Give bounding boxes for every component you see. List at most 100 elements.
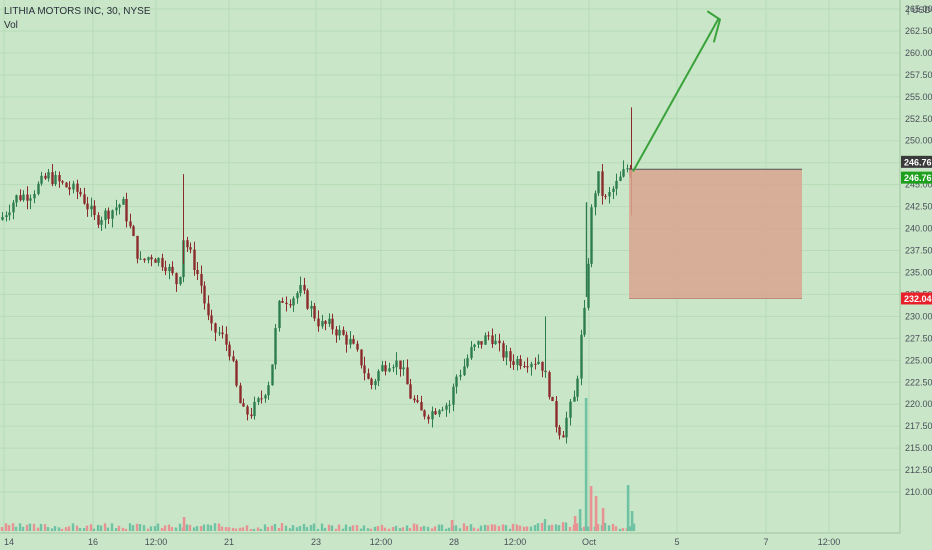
volume-bar — [511, 523, 515, 531]
candle-body — [122, 199, 125, 205]
volume-bar — [607, 525, 611, 531]
volume-bar — [298, 525, 302, 531]
volume-bar — [309, 525, 313, 531]
volume-bar — [554, 524, 558, 531]
candle-body — [466, 358, 469, 367]
volume-bar — [330, 525, 334, 531]
y-tick-label: 252.50 — [905, 114, 932, 124]
candle-body — [93, 205, 96, 216]
volume-bar — [28, 523, 32, 531]
volume-bar — [284, 525, 288, 531]
volume-bar — [369, 528, 373, 531]
candle-body — [239, 385, 242, 404]
volume-bar — [160, 528, 164, 531]
candle-body — [480, 341, 483, 345]
volume-bar — [493, 524, 497, 531]
volume-bar — [117, 525, 121, 531]
volume-bar — [380, 524, 384, 531]
candle-body — [374, 380, 377, 386]
candle-body — [171, 266, 174, 274]
candle-body — [413, 398, 416, 401]
candle-body — [8, 212, 11, 216]
volume-bar — [131, 525, 135, 531]
candle-body — [594, 193, 597, 208]
volume-bar — [490, 524, 494, 531]
candle-body — [523, 366, 526, 368]
candle-body — [516, 359, 519, 365]
candle-body — [228, 344, 231, 357]
candle-body — [257, 398, 260, 402]
x-tick-label: 12:00 — [504, 537, 527, 547]
candle-body — [51, 172, 54, 185]
candle-body — [356, 343, 359, 350]
candle-body — [161, 257, 164, 268]
x-tick-label: 21 — [224, 537, 234, 547]
volume-bar — [408, 528, 412, 531]
candle-body — [90, 205, 93, 210]
volume-bar — [575, 523, 579, 531]
volume-bar-spike — [594, 496, 598, 531]
x-tick-label: 12:00 — [818, 537, 841, 547]
volume-bar — [327, 524, 331, 531]
candle-body — [587, 263, 590, 308]
volume-bar — [611, 523, 615, 531]
candle-body — [494, 340, 497, 345]
candle-body — [61, 181, 64, 183]
volume-bar — [99, 525, 103, 531]
candle-body — [463, 366, 466, 376]
y-tick-label: 227.50 — [905, 333, 932, 343]
candle-body — [448, 404, 451, 406]
volume-bar — [351, 525, 355, 531]
volume-bar — [46, 527, 50, 531]
volume-bar — [7, 525, 11, 531]
last-price-tag — [901, 155, 932, 168]
candle-body — [384, 365, 387, 372]
candle-body — [76, 183, 79, 192]
candle-body — [175, 273, 178, 285]
candle-body — [289, 304, 292, 306]
volume-bar — [447, 527, 451, 531]
volume-bar — [337, 524, 341, 531]
volume-bar — [217, 523, 221, 531]
volume-bar — [174, 527, 178, 531]
volume-bar — [277, 527, 281, 531]
stop-price-tag — [901, 292, 932, 305]
candle-body — [573, 396, 576, 402]
volume-bar — [256, 527, 260, 531]
candle-body — [590, 207, 593, 264]
candle-body — [157, 257, 160, 263]
volume-bar — [359, 528, 363, 531]
volume-bar — [366, 528, 370, 531]
candle-body — [597, 171, 600, 194]
volume-bar — [419, 526, 423, 531]
volume-bar — [124, 528, 128, 531]
volume-label: Vol — [4, 20, 18, 31]
volume-bar — [75, 525, 79, 531]
volume-bar — [614, 526, 618, 531]
candle-body — [580, 334, 583, 379]
candle-body — [409, 384, 412, 399]
candle-body — [338, 329, 341, 336]
candle-body — [416, 400, 419, 403]
candle-body — [19, 195, 22, 201]
y-tick-label: 265.00 — [905, 4, 932, 14]
candle-body — [274, 328, 277, 365]
candle-body — [381, 365, 384, 372]
x-tick-label: 28 — [449, 537, 459, 547]
volume-bar — [618, 528, 622, 531]
risk-zone-box — [629, 169, 802, 299]
volume-bar-spike — [450, 520, 454, 531]
candle-body — [427, 416, 430, 420]
candle-body — [147, 257, 150, 261]
volume-bar — [586, 526, 590, 531]
current-price-tag — [901, 171, 932, 184]
volume-bar — [110, 523, 114, 531]
candle-body — [360, 349, 363, 366]
candle-body — [438, 410, 441, 415]
volume-bar — [323, 527, 327, 531]
volume-bar — [348, 526, 352, 531]
candle-body — [79, 191, 82, 195]
y-tick-label: 230.00 — [905, 311, 932, 321]
